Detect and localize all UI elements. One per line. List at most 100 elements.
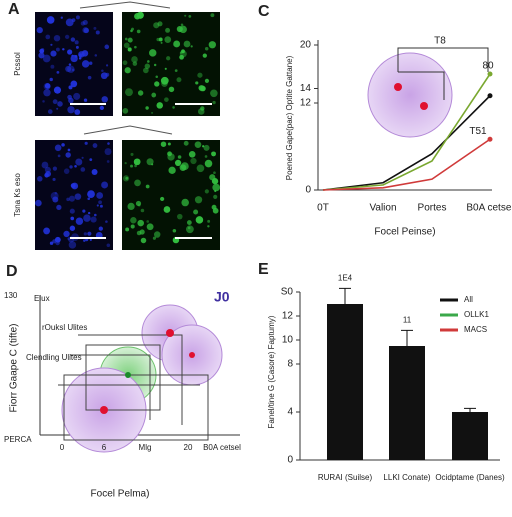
cell [210, 89, 218, 98]
cell [54, 144, 62, 152]
cell [136, 230, 142, 236]
y-axis-label: Fiorr Gaape C (tifte) [9, 324, 20, 413]
y-tick-label: 8 [287, 359, 293, 370]
cell [52, 166, 58, 171]
cell [68, 241, 77, 249]
x-tick-label: Portes [418, 203, 447, 214]
cell [172, 228, 177, 233]
cell [95, 30, 100, 35]
cell [187, 226, 191, 230]
cell [122, 60, 128, 66]
cell [137, 90, 144, 96]
cell [63, 168, 70, 174]
bar [327, 304, 363, 460]
cell [122, 108, 129, 114]
cell [39, 48, 45, 54]
x-tick-label: Valion [369, 203, 396, 214]
dot [189, 352, 195, 358]
boxes [58, 334, 209, 441]
cell [180, 162, 189, 171]
cell [89, 238, 92, 241]
cell [52, 196, 59, 203]
cell [37, 176, 43, 182]
cell [87, 197, 91, 201]
cell [154, 81, 160, 87]
cell [133, 158, 141, 166]
cell [168, 86, 175, 93]
cell [213, 194, 218, 199]
panel-label: A [8, 1, 20, 18]
cell [134, 179, 141, 187]
cell [96, 192, 104, 199]
cell [209, 174, 216, 181]
cell [152, 236, 156, 240]
y-tick-label: 12 [300, 98, 312, 109]
cell [70, 54, 78, 63]
bar [389, 346, 425, 460]
cell [211, 151, 217, 157]
end-marker [487, 71, 493, 77]
cell [105, 72, 110, 77]
cell [164, 97, 169, 102]
x-tick-label: Mlg [139, 443, 152, 452]
cell [153, 63, 157, 67]
x-axis-label: Focel Pelma) [91, 489, 150, 500]
line-series [322, 73, 491, 191]
cell [36, 27, 43, 34]
cell [105, 64, 109, 67]
cell [204, 78, 210, 83]
cell [82, 20, 88, 26]
cell [136, 29, 141, 34]
cell [184, 14, 187, 17]
y-tick-label: 20 [300, 40, 312, 51]
cell [67, 148, 71, 152]
cell [57, 154, 61, 158]
cell [137, 219, 144, 227]
cell [57, 101, 63, 107]
cell [67, 237, 71, 241]
cell [194, 196, 203, 204]
y-tick-label: 0 [287, 455, 293, 466]
cell [179, 54, 184, 60]
cell [83, 239, 86, 242]
cell [46, 16, 55, 24]
cell [167, 142, 171, 146]
y-axis-label: Poened Gape(pac) Optite Gattane) [285, 55, 294, 180]
cell [42, 100, 45, 103]
cell [64, 34, 70, 40]
x-tick-label: B0A cetsel [466, 203, 512, 214]
cell [168, 166, 176, 174]
cell [134, 164, 137, 168]
cell [160, 196, 165, 202]
cell [69, 225, 76, 231]
cell [123, 42, 130, 49]
cell [92, 143, 98, 148]
cell [167, 151, 172, 157]
cell [66, 197, 70, 202]
series-label: 80 [482, 61, 494, 72]
cell [68, 63, 72, 66]
cell [179, 50, 187, 58]
cell [145, 106, 149, 110]
cell [65, 152, 71, 158]
cell [53, 86, 62, 94]
cell [132, 61, 138, 66]
x-tick-label: 0 [60, 443, 65, 452]
cell [195, 216, 204, 224]
cell [45, 34, 51, 40]
annotation: 11 [403, 316, 412, 325]
panel-label: E [258, 261, 269, 278]
cell [87, 211, 91, 215]
cell [63, 230, 70, 238]
cell [41, 161, 49, 169]
cell [179, 25, 187, 34]
cell [166, 56, 171, 61]
cell [153, 22, 160, 29]
dot [166, 329, 174, 337]
end-marker [487, 93, 493, 99]
cell [68, 85, 73, 90]
cell [73, 92, 81, 100]
cell [176, 77, 182, 83]
cell [78, 56, 82, 60]
line-series [322, 95, 491, 191]
